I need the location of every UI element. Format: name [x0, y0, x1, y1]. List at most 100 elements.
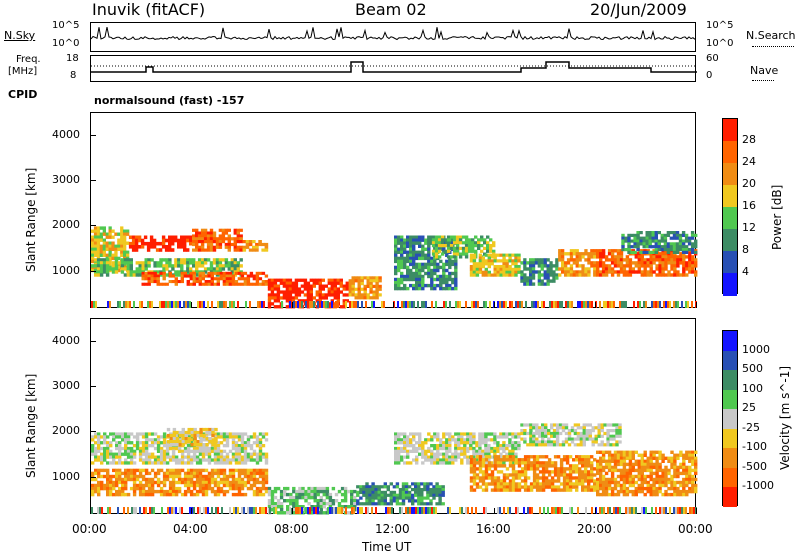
nsearch-tick-bottom: 10^0	[706, 38, 734, 49]
nsky-tick-bottom: 10^0	[52, 38, 80, 49]
velocity-colorbar-swatch	[723, 350, 737, 371]
x-tick-label: 00:00	[72, 522, 107, 536]
x-tick-label: 04:00	[173, 522, 208, 536]
velocity-region-8	[520, 423, 622, 447]
x-tick-mark	[191, 302, 192, 308]
x-tick-mark	[494, 302, 495, 308]
power-colorbar-swatch	[723, 229, 737, 252]
x-tick-mark	[90, 508, 91, 514]
velocity-region-1	[166, 427, 218, 447]
station-title: Inuvik (fitACF)	[92, 0, 206, 19]
x-tick-mark	[595, 508, 596, 514]
nsky-tick-top: 10^5	[52, 20, 80, 31]
velocity-colorbar-tick: 1000	[742, 342, 770, 356]
power-region-10	[469, 253, 521, 277]
power-colorbar-swatch	[723, 251, 737, 274]
nsky-panel	[90, 22, 696, 52]
freq-tick-top: 18	[66, 53, 79, 64]
power-region-3	[242, 240, 269, 252]
power-ytick-label: 4000	[52, 127, 80, 141]
velocity-colorbar-label: Velocity [m s^-1]	[778, 365, 792, 470]
power-region-11	[520, 258, 559, 286]
freq-label-2: [MHz]	[8, 66, 38, 77]
power-colorbar-swatch	[723, 163, 737, 186]
nsearch-label: N.Search	[746, 29, 796, 42]
x-tick-mark	[494, 508, 495, 514]
velocity-region-2	[91, 468, 269, 497]
x-tick-mark	[696, 302, 697, 308]
velocity-colorbar-swatch	[723, 389, 737, 410]
freq-trace	[91, 61, 697, 73]
nsky-trace	[90, 26, 696, 41]
x-tick-label: 20:00	[577, 522, 612, 536]
beam-title: Beam 02	[355, 0, 427, 19]
cpid-value: normalsound (fast) -157	[94, 94, 245, 107]
nave-tick-top: 60	[706, 53, 719, 64]
x-tick-mark	[90, 302, 91, 308]
nsky-line	[90, 26, 696, 41]
power-colorbar-swatch	[723, 119, 737, 142]
velocity-ytick-mark	[90, 431, 96, 433]
velocity-colorbar-swatch	[723, 428, 737, 449]
power-region-12	[558, 249, 597, 277]
power-colorbar-tick: 16	[742, 199, 756, 212]
freq-line	[91, 61, 697, 73]
velocity-colorbar	[722, 330, 738, 508]
power-colorbar-tick: 4	[742, 265, 749, 278]
nave-tick-bottom: 0	[706, 70, 713, 81]
power-region-7	[348, 276, 382, 300]
velocity-ylabel: Slant Range [km]	[24, 373, 38, 478]
power-ytick-label: 2000	[52, 218, 80, 232]
power-ytick-mark	[90, 180, 96, 182]
freq-label-1: Freq.	[16, 54, 41, 65]
nsky-label: N.Sky	[4, 29, 36, 42]
power-ytick-mark	[90, 225, 96, 227]
power-region-8	[394, 235, 458, 291]
velocity-heatmap	[91, 423, 698, 515]
power-region-1	[128, 235, 193, 252]
power-colorbar	[722, 118, 738, 296]
velocity-colorbar-swatch	[723, 331, 737, 352]
velocity-colorbar-tick: -25	[742, 420, 760, 434]
velocity-region-7	[596, 450, 698, 497]
power-region-5	[141, 271, 269, 286]
x-tick-mark	[292, 302, 293, 308]
power-colorbar-tick: 24	[742, 155, 756, 168]
freq-panel	[90, 55, 697, 82]
power-colorbar-tick: 8	[742, 243, 749, 256]
power-colorbar-tick: 12	[742, 221, 756, 234]
velocity-colorbar-swatch	[723, 370, 737, 391]
velocity-region-6	[469, 455, 597, 492]
x-axis-label: Time UT	[362, 540, 412, 554]
velocity-ground-band	[91, 507, 697, 514]
power-ytick-mark	[90, 270, 96, 272]
velocity-ytick-label: 4000	[52, 333, 80, 347]
power-heatmap	[91, 226, 698, 309]
power-ground-band	[91, 301, 697, 308]
velocity-colorbar-tick: 100	[742, 381, 763, 395]
velocity-colorbar-tick: 25	[742, 401, 756, 415]
velocity-ytick-label: 1000	[52, 469, 80, 483]
power-colorbar-swatch	[723, 185, 737, 208]
velocity-colorbar-tick: 500	[742, 362, 763, 376]
velocity-ytick-mark	[90, 340, 96, 342]
velocity-region-3	[267, 486, 357, 515]
nsearch-tick-top: 10^5	[706, 20, 734, 31]
power-ytick-label: 3000	[52, 173, 80, 187]
x-tick-label: 16:00	[476, 522, 511, 536]
power-panel	[90, 112, 698, 309]
x-tick-mark	[393, 302, 394, 308]
power-ylabel: Slant Range [km]	[24, 167, 38, 272]
velocity-ytick-mark	[90, 386, 96, 388]
x-tick-label: 00:00	[678, 522, 713, 536]
power-region-13	[596, 249, 698, 277]
nsearch-dotted-line	[752, 46, 794, 47]
x-tick-mark	[393, 508, 394, 514]
velocity-panel	[90, 318, 698, 515]
power-colorbar-label: Power [dB]	[770, 184, 784, 250]
power-colorbar-swatch	[723, 207, 737, 230]
power-colorbar-tick: 20	[742, 177, 756, 190]
power-region-2	[192, 228, 243, 252]
power-ytick-mark	[90, 134, 96, 136]
date-title: 20/Jun/2009	[590, 0, 687, 19]
